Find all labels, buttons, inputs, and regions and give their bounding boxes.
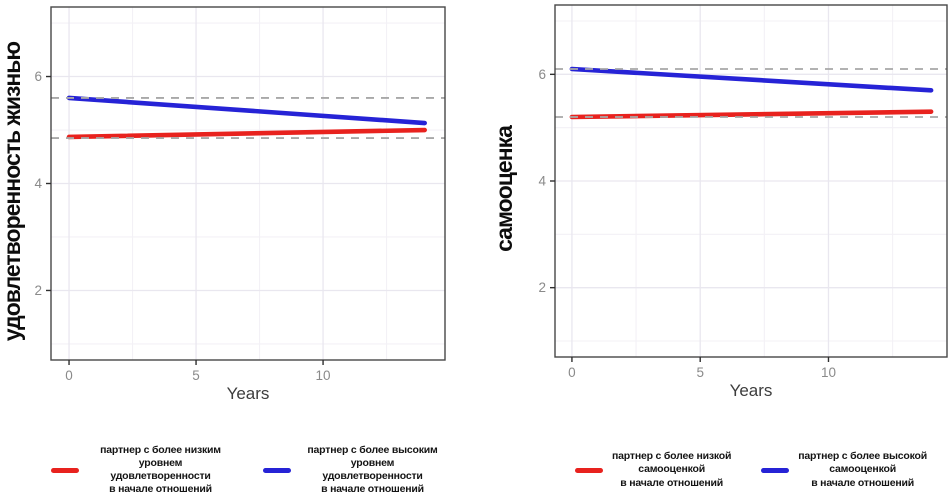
chart-life-satisfaction: 0 5 10 2 4 6 Years удовлетворенность жизнью пар… [0,6,446,503]
legend-key-line [575,467,604,473]
legend-item: партнер с более высоким уровнем удовлетв… [263,444,445,497]
x-tick-label: 0 [568,365,576,380]
chart-self-esteem: 0 5 10 2 4 6 Years самооценка партнер с более н… [476,0,952,504]
y-axis-title: самооценка [491,125,517,252]
y-axis-title: удовлетворенность жизнью [0,42,25,342]
plot-self-esteem: 0 5 10 2 4 6 Years самооценка [491,4,948,400]
legend-label: партнер с более высокой самооценкой в на… [798,450,927,489]
legend-label: партнер с более низкой самооценкой в нач… [612,450,732,489]
y-tick-label: 2 [34,283,42,298]
legend-key-line [51,467,79,473]
legend-item: партнер с более высокой самооценкой в на… [761,450,927,489]
legend-item: партнер с более низкой самооценкой в нач… [575,450,731,489]
y-tick-label: 4 [34,176,42,191]
x-axis-title: Years [730,381,773,400]
x-tick-label: 0 [65,368,73,383]
legend-item: партнер с более низким уровнем удовлетво… [51,444,233,497]
series-line-lower-partner [66,127,427,140]
x-axis-title: Years [227,384,270,403]
series-line-higher-partner [569,66,934,93]
x-tick-label: 10 [316,368,331,383]
series-line-higher-partner [66,95,427,126]
y-tick-label: 2 [538,280,546,295]
legend-label: партнер с более низким уровнем удовлетво… [100,443,221,496]
x-tick-label: 5 [192,368,200,383]
y-tick-label: 6 [538,67,546,82]
y-tick-label: 6 [34,69,42,84]
legend-self-esteem: партнер с более низкой самооценкой в нач… [555,437,947,503]
legend-key-line [761,467,790,473]
legend-life-satisfaction: партнер с более низким уровнем удовлетво… [51,437,445,503]
legend-label: партнер с более высоким уровнем удовлетв… [307,443,438,496]
plot-life-satisfaction: 0 5 10 2 4 6 Years удовлетворенность жизнью [0,6,446,403]
x-tick-label: 10 [821,365,836,380]
legend-key-line [263,467,291,473]
x-tick-label: 5 [696,365,704,380]
y-tick-label: 4 [538,174,546,189]
